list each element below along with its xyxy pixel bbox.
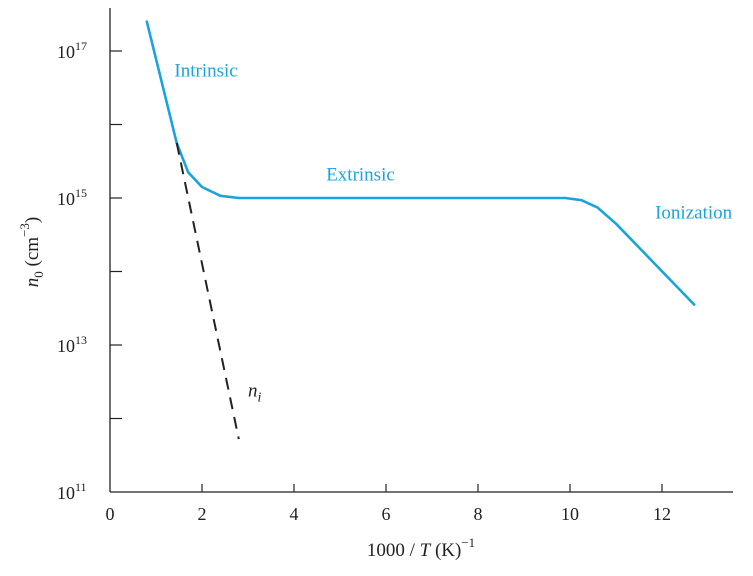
annotations-layer: Intrinsic Extrinsic Ionization ni <box>174 61 732 406</box>
x-axis-title-pre: 1000 / <box>367 540 420 561</box>
y-axis-title-sub: 0 <box>31 271 46 278</box>
y-axis-title-end: ) <box>22 217 43 223</box>
x-axis-title: 1000 / T (K)−1 <box>367 535 475 561</box>
x-tick-label: 4 <box>290 504 299 524</box>
x-ticks: 0 2 4 6 8 10 12 <box>106 484 671 524</box>
x-tick-label: 10 <box>561 504 579 524</box>
x-axis-title-post: (K) <box>430 540 461 561</box>
series-line-ni <box>175 142 240 440</box>
x-axis-title-exp: −1 <box>461 535 475 550</box>
y-tick-label: 1011 <box>57 480 87 503</box>
region-label: Intrinsic <box>174 61 237 82</box>
y-axis-title: n0 (cm−3) <box>17 217 46 287</box>
y-axis-title-mid: (cm <box>22 237 43 272</box>
region-label: Ionization <box>655 203 733 224</box>
y-ticks: 1011 1013 1015 1017 <box>57 39 122 503</box>
ni-curve-label: ni <box>248 380 262 405</box>
y-axis-title-exp: −3 <box>17 223 32 237</box>
x-tick-label: 0 <box>106 504 115 524</box>
series-layer <box>145 20 696 440</box>
series-line-n0 <box>145 20 696 306</box>
region-label: Extrinsic <box>326 164 395 185</box>
y-tick-label: 1015 <box>57 186 87 209</box>
y-axis-title-n: n <box>22 278 43 288</box>
y-tick-label: 1017 <box>57 39 87 62</box>
x-tick-label: 2 <box>198 504 207 524</box>
x-tick-label: 8 <box>474 504 483 524</box>
x-tick-label: 12 <box>653 504 671 524</box>
x-axis-title-T: T <box>420 540 432 561</box>
plot-axes <box>109 8 733 493</box>
y-tick-label: 1013 <box>57 333 87 356</box>
x-tick-label: 6 <box>382 504 391 524</box>
